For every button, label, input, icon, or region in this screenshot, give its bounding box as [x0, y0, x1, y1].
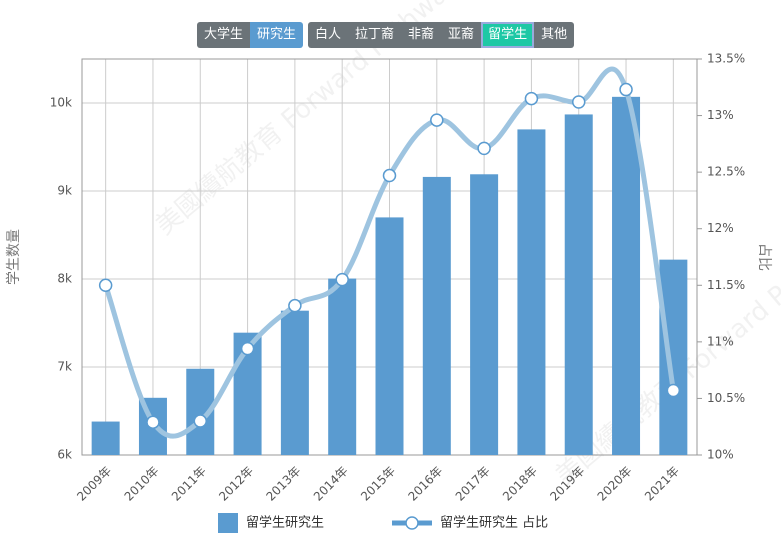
- x-tick-label: 2010年: [122, 464, 162, 504]
- tab[interactable]: 亚裔: [441, 22, 482, 48]
- tab-group: 白人 拉丁裔 非裔 亚裔 留学生 其他: [308, 22, 575, 48]
- y-axis-title: 学生数量: [6, 229, 22, 285]
- x-tick-label: 2015年: [358, 464, 398, 504]
- marker: [571, 95, 586, 109]
- x-tick-label: 2014年: [311, 464, 351, 504]
- bar: [375, 217, 404, 455]
- marker: [382, 168, 397, 183]
- marker: [335, 272, 349, 287]
- y-tick-label: 7k: [57, 360, 72, 374]
- y2-tick-label: 10%: [707, 448, 734, 462]
- bar: [422, 176, 451, 456]
- tab[interactable]: 大学生: [197, 22, 251, 48]
- y-tick-label: 6k: [57, 448, 72, 462]
- y2-tick-label: 11.5%: [707, 278, 745, 292]
- tab[interactable]: 拉丁裔: [348, 22, 402, 48]
- marker: [524, 91, 539, 106]
- marker: [288, 298, 302, 313]
- y2-tick-label: 12%: [707, 221, 734, 235]
- y2-tick-label: 13%: [707, 108, 734, 122]
- tab[interactable]: 白人: [308, 22, 349, 48]
- bar: [328, 278, 357, 455]
- marker: [146, 415, 160, 429]
- x-tick-label: 2013年: [263, 464, 303, 504]
- bar: [280, 310, 309, 455]
- tab[interactable]: 其他: [534, 22, 575, 48]
- y2-axis-title: 占比: [756, 243, 772, 271]
- x-tick-label: 2017年: [453, 464, 493, 504]
- x-tick-label: 2018年: [500, 464, 540, 504]
- marker: [193, 414, 208, 428]
- x-tick-label: 2011年: [169, 464, 209, 504]
- marker: [430, 113, 444, 127]
- y2-tick-label: 10.5%: [707, 391, 745, 405]
- legend-swatch: [218, 513, 238, 533]
- y-tick-label: 10k: [50, 96, 72, 110]
- bar: [612, 96, 641, 455]
- marker: [240, 341, 255, 356]
- legend-swatch: [405, 516, 419, 530]
- bar: [470, 174, 499, 455]
- tab[interactable]: 研究生: [250, 22, 304, 48]
- x-tick-label: 2009年: [74, 464, 114, 504]
- bar: [564, 114, 593, 455]
- x-tick-label: 2020年: [595, 464, 635, 504]
- tab[interactable]: 非裔: [401, 22, 442, 48]
- y2-tick-label: 11%: [707, 334, 734, 348]
- tab[interactable]: 留学生: [481, 22, 535, 48]
- bar: [517, 129, 546, 455]
- tab-group: 大学生 研究生: [197, 22, 304, 48]
- marker: [477, 141, 491, 156]
- bar: [659, 259, 688, 455]
- marker: [666, 383, 681, 398]
- marker: [98, 278, 113, 293]
- legend-label: 留学生研究生: [246, 515, 324, 531]
- x-tick-label: 2012年: [216, 464, 256, 504]
- y2-tick-label: 12.5%: [707, 165, 745, 179]
- x-tick-label: 2016年: [405, 464, 445, 504]
- bar: [91, 421, 120, 455]
- marker: [619, 82, 633, 97]
- y2-tick-label: 13.5%: [707, 52, 745, 66]
- x-tick-label: 2021年: [642, 464, 682, 504]
- y-tick-label: 9k: [57, 184, 72, 198]
- y-tick-label: 8k: [57, 272, 72, 286]
- legend-label: 留学生研究生 占比: [440, 515, 548, 531]
